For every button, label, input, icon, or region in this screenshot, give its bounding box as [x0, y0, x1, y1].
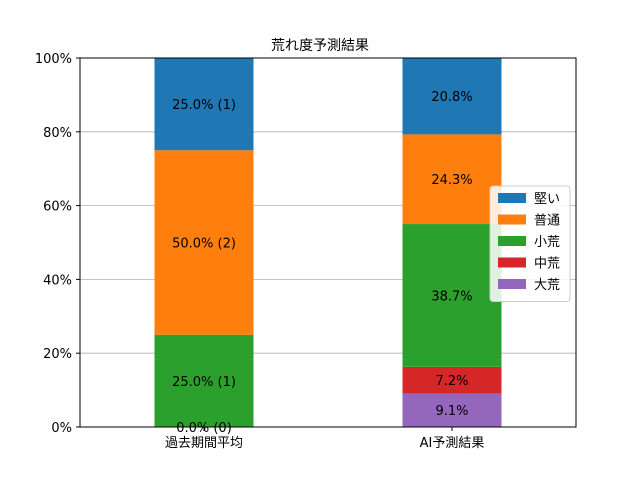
plot-frame	[79, 57, 577, 428]
bar-segment	[154, 58, 254, 151]
bar-segment	[402, 393, 502, 427]
legend-label: 小荒	[534, 235, 560, 250]
bar-segment	[402, 366, 502, 394]
x-tick-label: 過去期間平均	[165, 436, 243, 451]
data-label: 7.2%	[435, 374, 468, 389]
y-tick-label: 0%	[51, 421, 72, 436]
chart-title: 荒れ度予測結果	[271, 38, 369, 54]
bar-segment	[154, 150, 254, 335]
y-tick-label: 20%	[43, 347, 72, 362]
legend-label: 中荒	[534, 257, 560, 272]
legend-swatch	[498, 236, 526, 246]
bar-segment	[402, 57, 502, 135]
data-label: 25.0% (1)	[172, 98, 236, 113]
x-tick-label: AI予測結果	[420, 436, 485, 451]
y-tick-label: 60%	[43, 200, 72, 215]
data-label: 50.0% (2)	[172, 237, 236, 252]
legend-swatch	[498, 193, 526, 203]
legend-swatch	[498, 214, 526, 225]
data-label: 38.7%	[431, 289, 472, 304]
legend-label: 堅い	[534, 192, 560, 207]
legend-label: 大荒	[534, 278, 560, 293]
data-label: 25.0% (1)	[172, 375, 236, 390]
legend-swatch	[498, 279, 526, 289]
data-label: 9.1%	[435, 404, 468, 419]
data-label: 20.8%	[431, 90, 472, 105]
bar-segment	[402, 224, 502, 367]
bar-segment	[154, 334, 254, 427]
legend-label: 普通	[534, 214, 560, 229]
data-label: 24.3%	[431, 173, 472, 188]
y-tick-label: 80%	[43, 126, 72, 141]
y-tick-label: 100%	[35, 52, 72, 67]
legend-swatch	[498, 257, 526, 268]
bar-segment	[402, 134, 502, 225]
y-tick-label: 40%	[43, 273, 72, 288]
